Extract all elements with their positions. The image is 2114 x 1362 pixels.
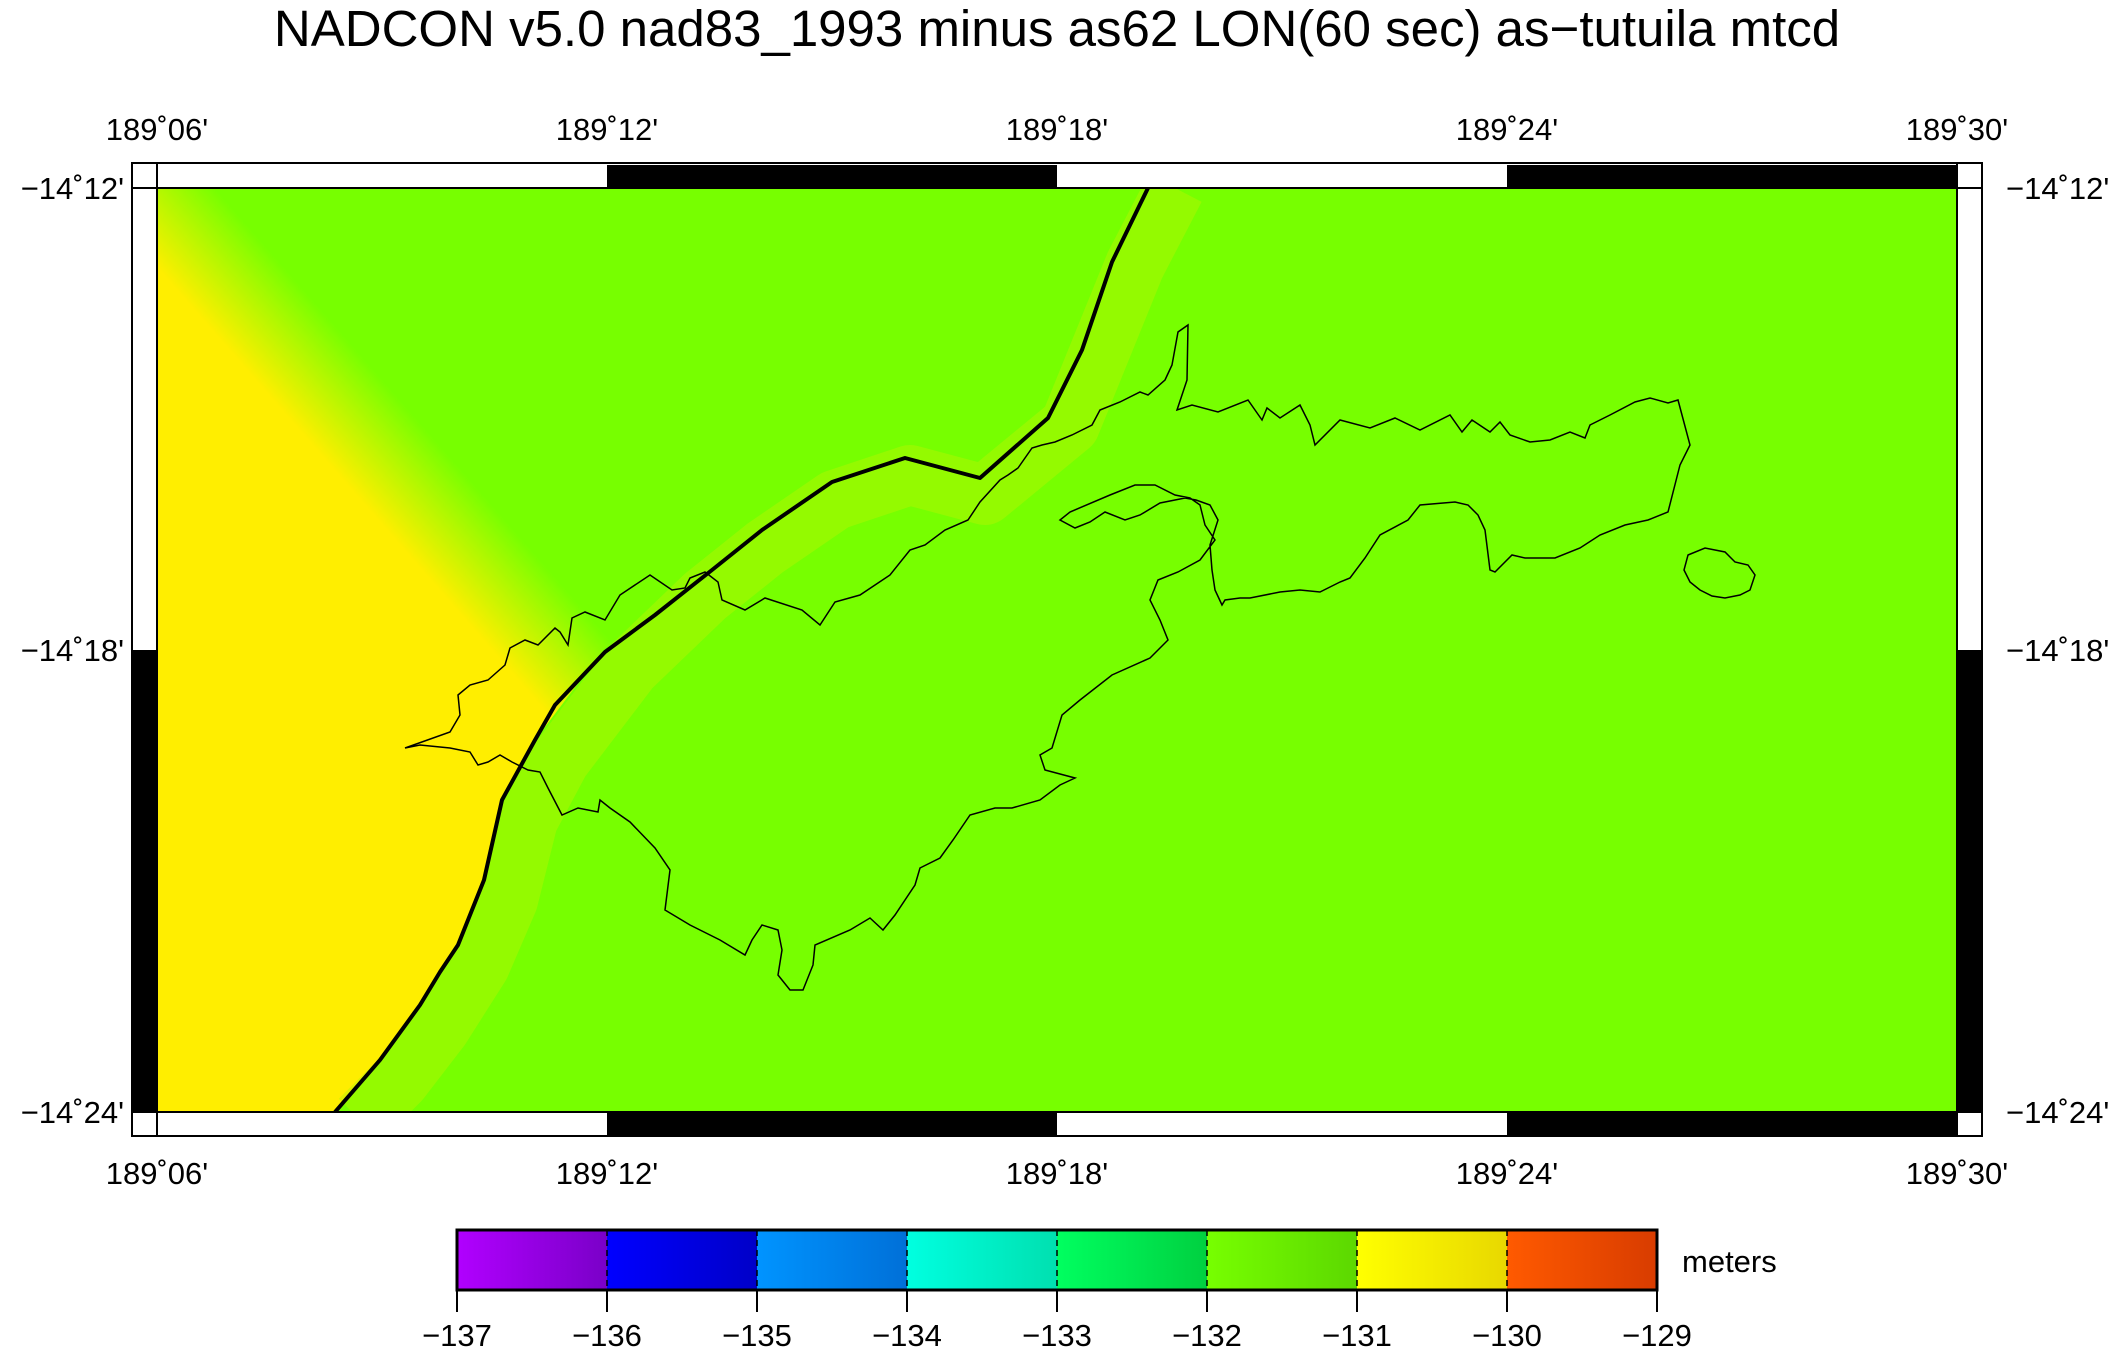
colorbar-segment [757,1230,907,1290]
right-frame-band [1956,187,1983,1113]
left-frame-band [131,187,158,1113]
top-tick-label: 189˚12' [556,112,658,147]
colorbar-segment [607,1230,757,1290]
colorbar-tick-label: −135 [722,1318,792,1353]
top-tick-label: 189˚18' [1006,112,1108,147]
left-tick-labels: −14˚12' −14˚18' −14˚24' [21,171,124,1130]
colorbar-unit-label: meters [1682,1244,1777,1279]
colorbar-tick-label: −132 [1172,1318,1242,1353]
tutuila-island-outline [404,323,1691,991]
left-tick-label: −14˚12' [21,171,124,206]
colorbar-segment [1057,1230,1207,1290]
left-tick-label: −14˚18' [21,633,124,668]
west-zone [157,188,1150,1112]
colorbar: −137 −136 −135 −134 −133 −132 −131 −130 −129 met… [422,1228,1777,1353]
colorbar-tick-label: −129 [1622,1318,1692,1353]
right-tick-label: −14˚18' [2006,633,2109,668]
right-tick-label: −14˚24' [2006,1095,2109,1130]
right-tick-label: −14˚12' [2006,171,2109,206]
right-tick-labels: −14˚12' −14˚18' −14˚24' [2006,171,2109,1130]
colorbar-tick-label: −137 [422,1318,492,1353]
colorbar-segment [457,1230,607,1290]
colorbar-segment [1207,1230,1357,1290]
top-frame-band [131,162,1983,189]
bottom-frame-band [131,1111,1983,1137]
colorbar-segment [1507,1230,1657,1290]
colorbar-tick-label: −130 [1472,1318,1542,1353]
bottom-tick-label: 189˚24' [1456,1156,1558,1191]
bottom-tick-labels: 189˚06' 189˚12' 189˚18' 189˚24' 189˚30' [106,1156,2008,1191]
top-tick-labels: 189˚06' 189˚12' 189˚18' 189˚24' 189˚30' [106,112,2008,147]
zone-boundary-line [333,188,1150,1112]
map-title: NADCON v5.0 nad83_1993 minus as62 LON(60… [274,0,1840,57]
bottom-tick-label: 189˚06' [106,1156,208,1191]
colorbar-tick-label: −136 [572,1318,642,1353]
colorbar-segments [457,1230,1657,1290]
bottom-tick-label: 189˚18' [1006,1156,1108,1191]
aunuu-island-outline [1683,547,1756,599]
top-tick-label: 189˚06' [106,112,208,147]
left-tick-label: −14˚24' [21,1095,124,1130]
colorbar-segment [907,1230,1057,1290]
bottom-tick-label: 189˚30' [1906,1156,2008,1191]
colorbar-tick-label: −134 [872,1318,942,1353]
map-field [157,188,1957,1112]
colorbar-tick-label: −131 [1322,1318,1392,1353]
bottom-tick-label: 189˚12' [556,1156,658,1191]
top-tick-label: 189˚30' [1906,112,2008,147]
top-tick-label: 189˚24' [1456,112,1558,147]
transition-band [338,188,1202,1112]
colorbar-segment [1357,1230,1507,1290]
colorbar-ticks: −137 −136 −135 −134 −133 −132 −131 −130 −129 [422,1290,1692,1353]
colorbar-tick-label: −133 [1022,1318,1092,1353]
